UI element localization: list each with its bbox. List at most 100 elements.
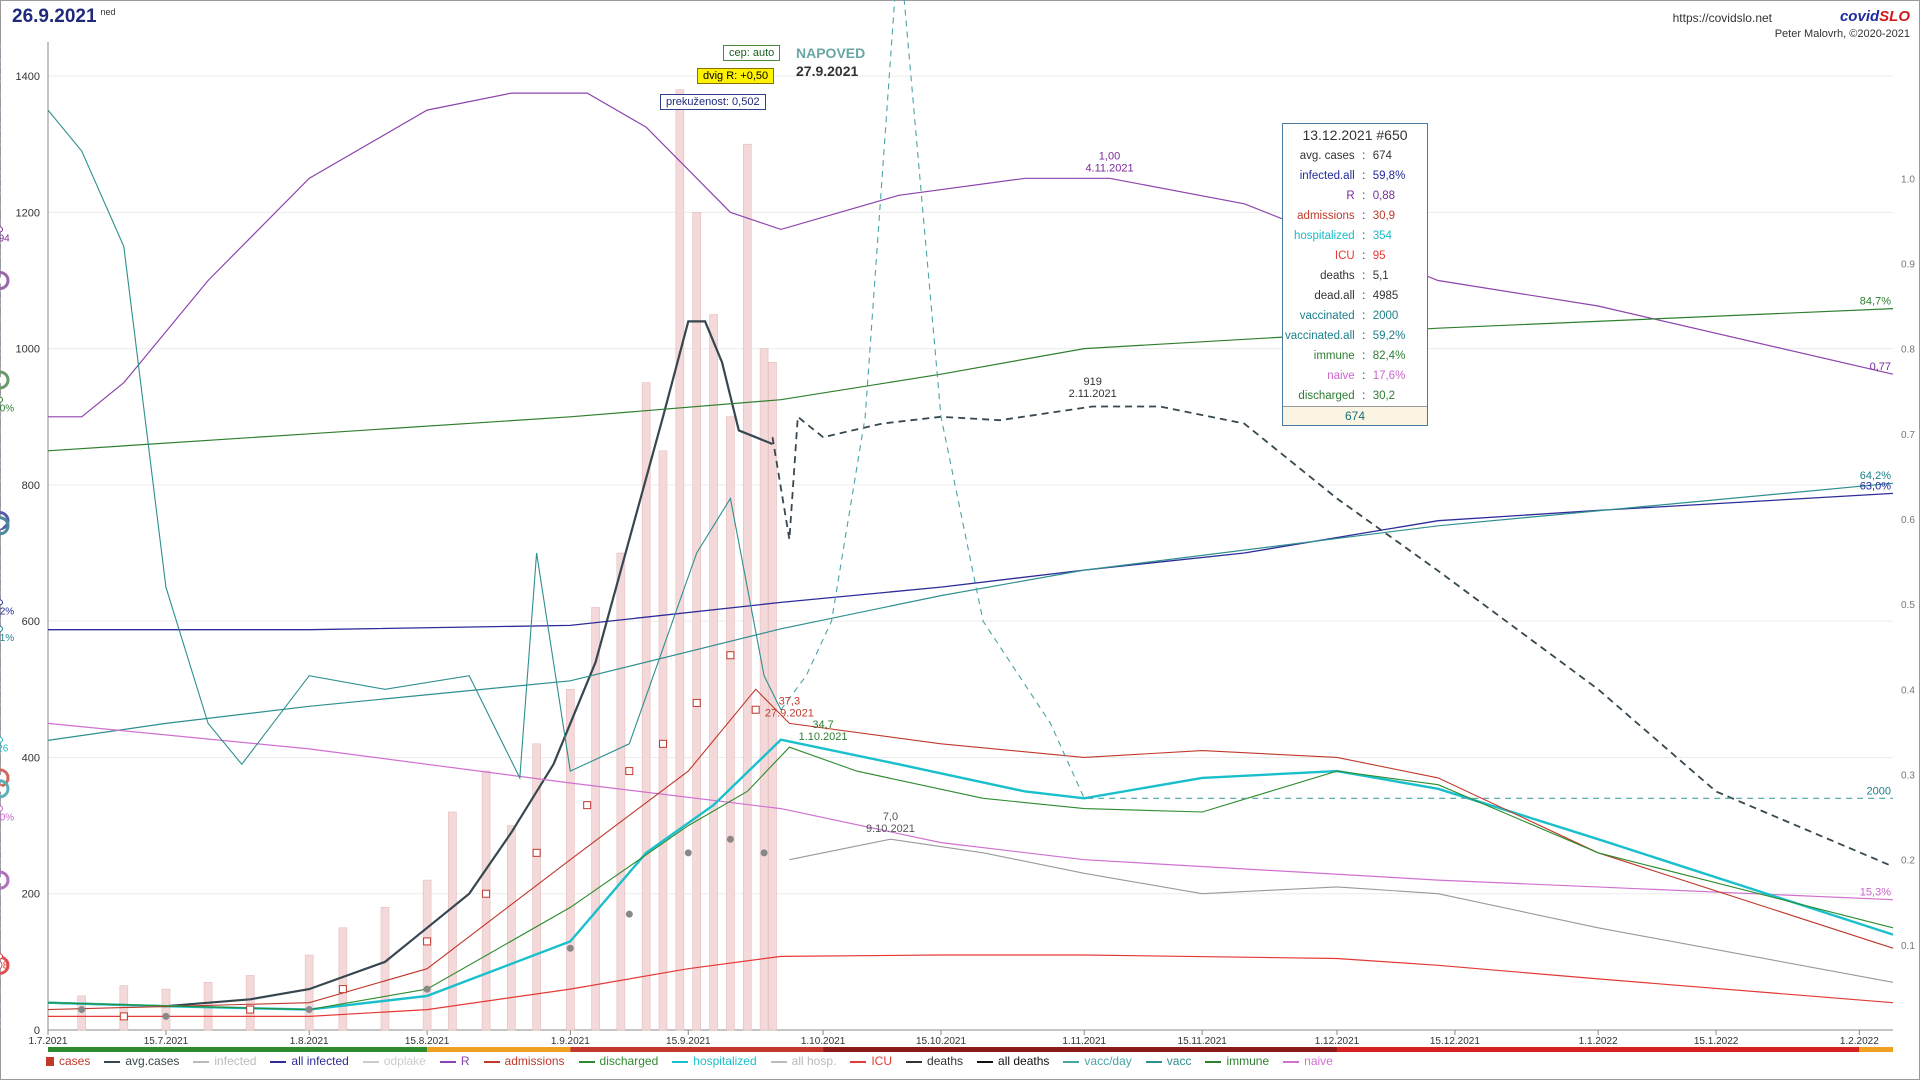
cases-bar xyxy=(616,552,626,1031)
legend-item[interactable]: immune xyxy=(1205,1054,1269,1068)
cep-control[interactable]: cep: auto xyxy=(723,45,781,61)
tooltip-row: hospitalized:354 xyxy=(1283,226,1427,246)
cursor-circle-icon xyxy=(0,870,10,890)
tooltip-row: immune:82,4% xyxy=(1283,346,1427,366)
tooltip-key: admissions xyxy=(1297,210,1355,222)
cases-bar xyxy=(422,879,432,1031)
cursor-circle-icon xyxy=(0,779,10,799)
death-point xyxy=(305,1006,313,1014)
legend-swatch-icon xyxy=(770,1060,787,1063)
death-point xyxy=(625,910,633,918)
tooltip-key: ICU xyxy=(1334,250,1355,262)
legend-item[interactable]: cases xyxy=(46,1054,90,1068)
tooltip-value: 82,4% xyxy=(1372,350,1406,362)
series-line xyxy=(47,746,1894,1011)
legend: cases avg.cases infected all infected odplak… xyxy=(46,1054,1347,1068)
admission-point xyxy=(625,767,634,776)
legend-swatch-icon xyxy=(483,1060,500,1063)
series-line xyxy=(47,109,782,780)
series-line xyxy=(47,320,773,1008)
x-tick-label: 15.7.2021 xyxy=(144,1036,189,1047)
x-tick-label: 15.11.2021 xyxy=(1178,1036,1228,1047)
marker-point xyxy=(0,625,3,632)
cursor-circle-icon xyxy=(0,370,10,390)
cursor-circle-dot xyxy=(0,277,3,284)
y2-tick-label: 0.3 xyxy=(1901,770,1915,781)
legend-item[interactable]: naive xyxy=(1283,1054,1333,1068)
tooltip-row: vaccinated.all:59,2% xyxy=(1283,326,1427,346)
site-url[interactable]: https://covidslo.net xyxy=(1672,11,1772,25)
tooltip-key: deaths xyxy=(1320,270,1355,282)
right-edge-label: 2000 xyxy=(1867,785,1891,797)
legend-label: vacc xyxy=(1166,1054,1192,1068)
legend-label: cases xyxy=(59,1054,91,1068)
legend-label: deaths xyxy=(927,1054,964,1068)
legend-item[interactable]: discharged xyxy=(578,1054,658,1068)
legend-item[interactable]: admissions xyxy=(483,1054,565,1068)
y-tick-label: 400 xyxy=(22,752,40,764)
right-edge-label: 63,0% xyxy=(1860,480,1891,492)
legend-swatch-icon xyxy=(1205,1060,1222,1063)
x-tick-label: 15.1.2022 xyxy=(1694,1036,1739,1047)
x-tick-label: 1.8.2021 xyxy=(290,1036,329,1047)
tooltip-key: R xyxy=(1346,190,1355,202)
legend-label: avg.cases xyxy=(125,1054,180,1068)
death-point xyxy=(162,1012,170,1020)
legend-item[interactable]: hospitalized xyxy=(672,1054,757,1068)
tooltip-sep: : xyxy=(1362,290,1366,302)
legend-item[interactable]: infected xyxy=(193,1054,256,1068)
x-tick-label: 1.10.2021 xyxy=(801,1036,846,1047)
right-edge-label: 15,3% xyxy=(1860,887,1891,899)
cases-bar xyxy=(692,212,701,1031)
legend-swatch-icon xyxy=(977,1060,994,1063)
tooltip-sep: : xyxy=(1362,390,1366,402)
cases-bar xyxy=(675,89,685,1031)
legend-item[interactable]: R xyxy=(439,1054,470,1068)
legend-item[interactable]: all infected xyxy=(270,1054,349,1068)
tooltip-sep: : xyxy=(1362,230,1366,242)
prekuzenost-control[interactable]: prekuženost: 0,502 xyxy=(660,94,766,110)
legend-item[interactable]: all hosp. xyxy=(770,1054,836,1068)
brand-logo: covidSLO xyxy=(1840,8,1910,25)
right-edge-label: 64,2% xyxy=(1860,470,1891,482)
legend-item[interactable]: ICU xyxy=(850,1054,892,1068)
cases-bar xyxy=(759,348,769,1031)
death-point xyxy=(684,849,692,857)
tooltip-value: 95 xyxy=(1372,250,1386,262)
forecast-date: 27.9.2021 xyxy=(796,63,859,79)
marker-label: 108 xyxy=(0,960,9,971)
legend-item[interactable]: vacc/day xyxy=(1063,1054,1132,1068)
legend-swatch-icon xyxy=(193,1060,210,1063)
dvig-r-control[interactable]: dvig R: +0,50 xyxy=(697,68,775,84)
x-tick-label: 15.12.2021 xyxy=(1430,1036,1480,1047)
legend-item[interactable]: vacc xyxy=(1145,1054,1192,1068)
tooltip-row: dead.all:4985 xyxy=(1283,286,1427,306)
legend-swatch-icon xyxy=(672,1060,689,1063)
x-tick-label: 1.12.2021 xyxy=(1315,1036,1360,1047)
x-tick-label: 15.10.2021 xyxy=(916,1036,966,1047)
y-tick-label: 1000 xyxy=(16,344,40,356)
tooltip-key: vaccinated xyxy=(1299,310,1355,322)
cases-bar xyxy=(481,770,491,1031)
x-tick-label: 1.11.2021 xyxy=(1062,1036,1106,1047)
legend-item[interactable]: odplake xyxy=(362,1054,426,1068)
cases-bar xyxy=(726,416,735,1031)
tooltip-value: 30,2 xyxy=(1372,390,1396,402)
tooltip-sep: : xyxy=(1362,150,1366,162)
y-tick-label: 800 xyxy=(22,480,40,492)
legend-item[interactable]: all deaths xyxy=(977,1054,1049,1068)
legend-swatch-icon xyxy=(104,1060,121,1063)
y2-tick-label: 0.8 xyxy=(1901,345,1915,356)
admission-point xyxy=(482,889,491,898)
admission-point xyxy=(423,937,432,946)
annotation-value: 34,7 xyxy=(812,719,833,731)
legend-item[interactable]: avg.cases xyxy=(104,1054,179,1068)
x-tick-label: 1.7.2021 xyxy=(29,1036,68,1047)
legend-swatch-icon xyxy=(1283,1060,1300,1063)
legend-swatch-icon xyxy=(1145,1060,1162,1063)
tooltip-key: vaccinated.all xyxy=(1285,330,1355,342)
cursor-circle-dot xyxy=(0,376,3,383)
legend-label: naive xyxy=(1304,1054,1333,1068)
legend-item[interactable]: deaths xyxy=(906,1054,963,1068)
y2-tick-label: 0.7 xyxy=(1901,430,1915,441)
